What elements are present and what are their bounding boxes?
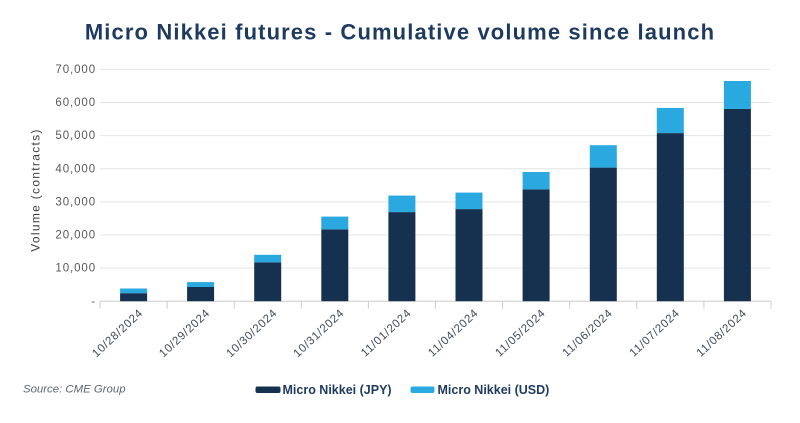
svg-text:Micro Nikkei (JPY): Micro Nikkei (JPY) [283, 383, 392, 397]
svg-text:-: - [91, 296, 96, 308]
svg-text:Source: CME Group: Source: CME Group [23, 384, 126, 396]
svg-text:50,000: 50,000 [55, 130, 96, 142]
svg-text:Micro Nikkei futures - Cumulat: Micro Nikkei futures - Cumulative volume… [85, 20, 715, 45]
svg-text:60,000: 60,000 [55, 97, 96, 109]
svg-text:40,000: 40,000 [55, 163, 96, 175]
svg-text:Volume (contracts): Volume (contracts) [29, 128, 43, 251]
svg-text:20,000: 20,000 [55, 230, 96, 242]
svg-text:30,000: 30,000 [55, 197, 96, 209]
svg-text:10,000: 10,000 [55, 263, 96, 275]
svg-text:Micro Nikkei (USD): Micro Nikkei (USD) [438, 383, 550, 397]
svg-text:70,000: 70,000 [55, 64, 96, 76]
